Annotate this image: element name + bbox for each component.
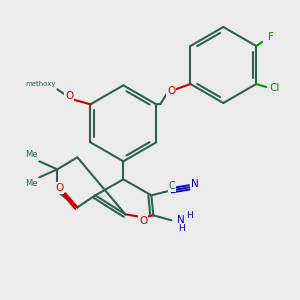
Text: N: N <box>178 215 185 225</box>
Text: methoxy: methoxy <box>25 81 56 87</box>
Text: O: O <box>55 183 64 193</box>
Text: C: C <box>169 181 176 191</box>
Text: O: O <box>139 216 148 226</box>
Text: O: O <box>65 91 74 101</box>
Text: O: O <box>167 86 175 96</box>
Text: Me: Me <box>25 150 37 159</box>
Text: Cl: Cl <box>269 83 279 93</box>
Text: F: F <box>268 32 274 42</box>
Text: H: H <box>178 224 185 233</box>
Text: Me: Me <box>25 179 37 188</box>
Text: H: H <box>186 211 193 220</box>
Text: N: N <box>191 179 199 189</box>
